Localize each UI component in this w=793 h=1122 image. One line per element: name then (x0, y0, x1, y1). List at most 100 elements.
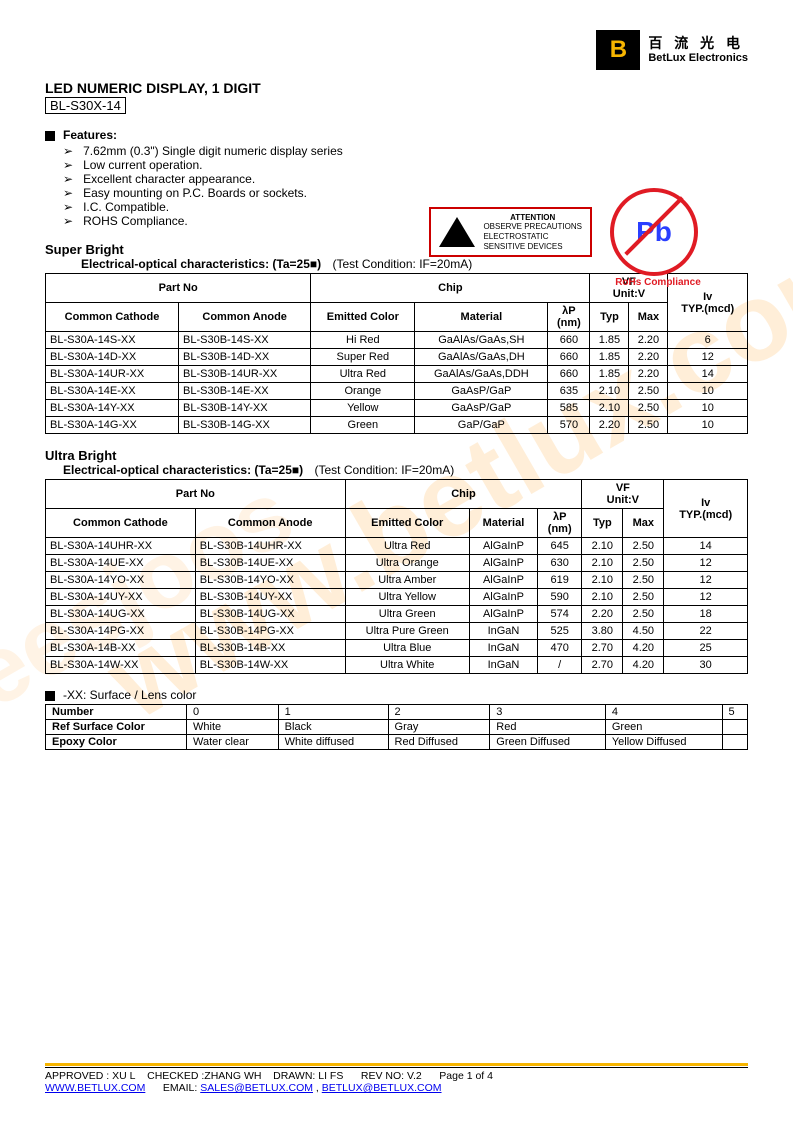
lens-header: -XX: Surface / Lens color (45, 688, 748, 702)
sb-subtitle: Electrical-optical characteristics: (Ta=… (81, 257, 321, 271)
cell-cc: BL-S30A-14UHR-XX (46, 538, 196, 555)
cell-cc: BL-S30A-14UE-XX (46, 555, 196, 572)
cell-mat: GaAlAs/GaAs,SH (415, 332, 548, 349)
cell-max: 2.50 (629, 383, 668, 400)
cell-iv: 10 (668, 383, 748, 400)
footer-email2-link[interactable]: BETLUX@BETLUX.COM (322, 1082, 442, 1094)
cell-ec: Orange (311, 383, 415, 400)
rohs-badge: Pb RoHs Compliance (610, 188, 698, 276)
cell-lp: 619 (538, 572, 582, 589)
table-row: BL-S30A-14B-XXBL-S30B-14B-XXUltra BlueIn… (46, 640, 748, 657)
th-ec2: Emitted Color (345, 509, 469, 538)
cell-mat: GaAlAs/GaAs,DH (415, 349, 548, 366)
lens-surface: Gray (388, 720, 490, 735)
th-cc: Common Cathode (46, 303, 179, 332)
cell-max: 2.50 (629, 417, 668, 434)
lens-hdr-epoxy: Epoxy Color (46, 735, 187, 750)
chevron-icon: ➢ (63, 172, 73, 186)
cell-lp: 660 (548, 366, 590, 383)
cell-mat: InGaN (469, 640, 537, 657)
cell-max: 2.20 (629, 332, 668, 349)
footer: APPROVED : XU L CHECKED :ZHANG WH DRAWN:… (45, 1063, 748, 1094)
footer-checked: CHECKED :ZHANG WH (147, 1070, 261, 1082)
ultra-bright-title: Ultra Bright (45, 448, 748, 463)
th-mat: Material (415, 303, 548, 332)
table-row: BL-S30A-14PG-XXBL-S30B-14PG-XXUltra Pure… (46, 623, 748, 640)
feature-text: Low current operation. (83, 158, 202, 172)
cell-ec: Yellow (311, 400, 415, 417)
table-row: BL-S30A-14UY-XXBL-S30B-14UY-XXUltra Yell… (46, 589, 748, 606)
cell-mat: InGaN (469, 623, 537, 640)
cell-cc: BL-S30A-14UY-XX (46, 589, 196, 606)
esd-triangle-icon (439, 217, 475, 247)
lens-epoxy: Green Diffused (490, 735, 606, 750)
cell-typ: 1.85 (590, 366, 629, 383)
footer-rule-yellow (45, 1063, 748, 1066)
lens-table: Number012345 Ref Surface ColorWhiteBlack… (45, 704, 748, 750)
cell-ca: BL-S30B-14UG-XX (195, 606, 345, 623)
th-ca: Common Anode (179, 303, 311, 332)
cell-ec: Green (311, 417, 415, 434)
table-row: BL-S30A-14G-XXBL-S30B-14G-XXGreenGaP/GaP… (46, 417, 748, 434)
cell-typ: 2.10 (590, 383, 629, 400)
cell-cc: BL-S30A-14D-XX (46, 349, 179, 366)
square-bullet-icon (45, 131, 55, 141)
cell-ca: BL-S30B-14B-XX (195, 640, 345, 657)
cell-cc: BL-S30A-14B-XX (46, 640, 196, 657)
cell-max: 2.50 (623, 589, 664, 606)
lens-epoxy: Yellow Diffused (605, 735, 722, 750)
th-typ2: Typ (582, 509, 623, 538)
cell-iv: 12 (664, 572, 748, 589)
rohs-symbol: Pb (636, 216, 672, 248)
cell-ca: BL-S30B-14W-XX (195, 657, 345, 674)
feature-item: ➢7.62mm (0.3") Single digit numeric disp… (45, 144, 748, 158)
cell-mat: GaAsP/GaP (415, 400, 548, 417)
cell-mat: AlGaInP (469, 589, 537, 606)
cell-iv: 10 (668, 417, 748, 434)
cell-mat: AlGaInP (469, 572, 537, 589)
cell-lp: 630 (538, 555, 582, 572)
logo-english: BetLux Electronics (648, 52, 748, 65)
page-title: LED NUMERIC DISPLAY, 1 DIGIT (45, 80, 748, 96)
cell-cc: BL-S30A-14PG-XX (46, 623, 196, 640)
cell-lp: 525 (538, 623, 582, 640)
ub-subtitle: Electrical-optical characteristics: (Ta=… (63, 463, 303, 477)
cell-cc: BL-S30A-14UG-XX (46, 606, 196, 623)
cell-cc: BL-S30A-14Y-XX (46, 400, 179, 417)
cell-ec: Ultra Yellow (345, 589, 469, 606)
footer-email1-link[interactable]: SALES@BETLUX.COM (200, 1082, 313, 1094)
lens-col: 2 (388, 705, 490, 720)
cell-ec: Ultra Blue (345, 640, 469, 657)
footer-web-link[interactable]: WWW.BETLUX.COM (45, 1082, 145, 1094)
lens-col: 5 (722, 705, 748, 720)
logo-chinese: 百 流 光 电 (648, 35, 748, 52)
th-part2: Part No (46, 480, 346, 509)
cell-iv: 12 (664, 589, 748, 606)
th-vfu: Unit:V (613, 288, 645, 300)
th-vf2: VF (616, 482, 630, 494)
feature-text: Easy mounting on P.C. Boards or sockets. (83, 186, 307, 200)
table-row: BL-S30A-14YO-XXBL-S30B-14YO-XXUltra Ambe… (46, 572, 748, 589)
th-iv: Iv (703, 291, 712, 303)
esd-line3: SENSITIVE DEVICES (483, 242, 582, 252)
features-header: Features: (45, 128, 748, 142)
lens-epoxy (722, 735, 748, 750)
cell-mat: GaAsP/GaP (415, 383, 548, 400)
cell-typ: 2.20 (582, 606, 623, 623)
cell-lp: 635 (548, 383, 590, 400)
table-row: BL-S30A-14UG-XXBL-S30B-14UG-XXUltra Gree… (46, 606, 748, 623)
chevron-icon: ➢ (63, 144, 73, 158)
cell-mat: AlGaInP (469, 555, 537, 572)
cell-iv: 18 (664, 606, 748, 623)
chevron-icon: ➢ (63, 200, 73, 214)
cell-lp: 660 (548, 349, 590, 366)
cell-max: 2.20 (629, 349, 668, 366)
cell-typ: 2.10 (582, 572, 623, 589)
cell-typ: 1.85 (590, 332, 629, 349)
table-row: BL-S30A-14UR-XXBL-S30B-14UR-XXUltra RedG… (46, 366, 748, 383)
footer-page: Page 1 of 4 (439, 1070, 493, 1082)
lens-surface: White (187, 720, 279, 735)
cell-ca: BL-S30B-14Y-XX (179, 400, 311, 417)
ultra-bright-table: Part No Chip VFUnit:V IvTYP.(mcd) Common… (45, 479, 748, 674)
th-cc2: Common Cathode (46, 509, 196, 538)
